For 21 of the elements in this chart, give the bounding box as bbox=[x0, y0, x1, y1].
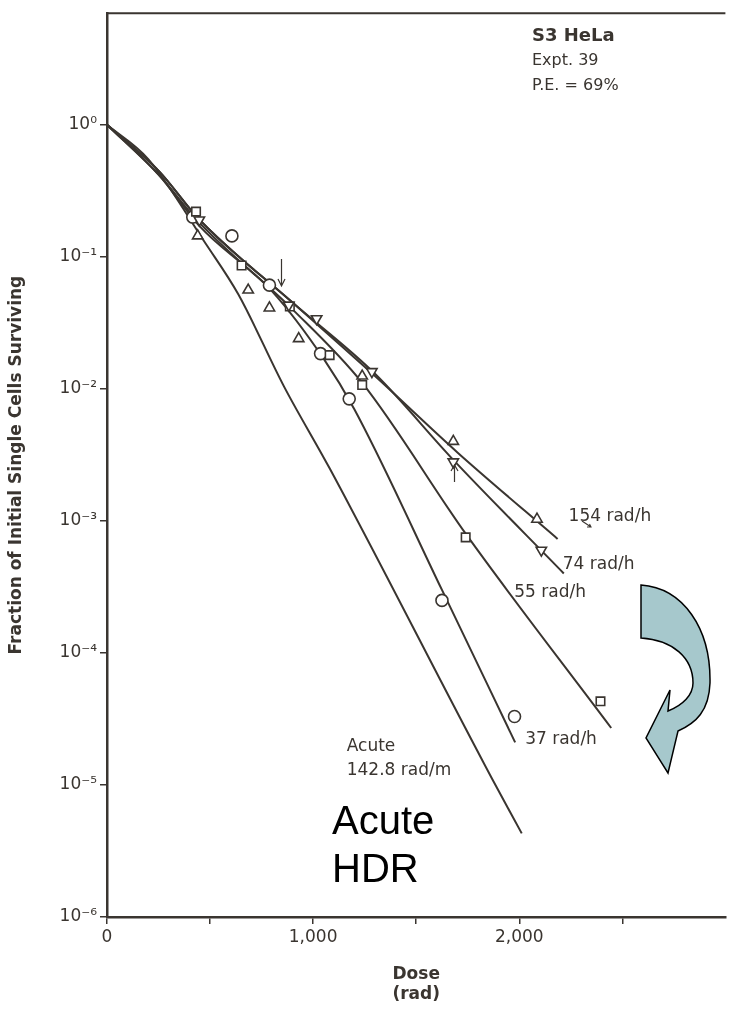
x-tick-label: 2,000 bbox=[494, 925, 544, 946]
y-tick-label: 10⁰ bbox=[68, 113, 98, 134]
annotation: S3 HeLa bbox=[532, 23, 616, 47]
annotation: Expt. 39 bbox=[532, 49, 600, 71]
x-tick-label: 1,000 bbox=[288, 925, 338, 946]
annotation: P.E. = 69% bbox=[532, 74, 619, 96]
x-tick-label: 0 bbox=[101, 925, 113, 946]
series-label: 37 rad/h bbox=[525, 727, 597, 748]
y-tick-label: 10⁻⁴ bbox=[59, 641, 98, 662]
annotation: Acute HDR bbox=[332, 797, 435, 892]
y-tick-label: 10⁻³ bbox=[59, 509, 97, 530]
y-tick-label: 10⁻² bbox=[59, 377, 97, 398]
x-axis-title: Dose (rad) bbox=[392, 962, 440, 1004]
y-tick-label: 10⁻¹ bbox=[59, 245, 97, 266]
series-label: 55 rad/h bbox=[514, 581, 586, 602]
y-tick-label: 10⁻⁵ bbox=[59, 773, 97, 794]
y-tick-label: 10⁻⁶ bbox=[59, 905, 98, 926]
y-axis-title: Fraction of Initial Single Cells Surviving bbox=[4, 275, 25, 655]
series-label: Acute 142.8 rad/m bbox=[346, 734, 452, 779]
series-label: 74 rad/h bbox=[562, 552, 635, 573]
series-label: 154 rad/h bbox=[568, 505, 652, 526]
